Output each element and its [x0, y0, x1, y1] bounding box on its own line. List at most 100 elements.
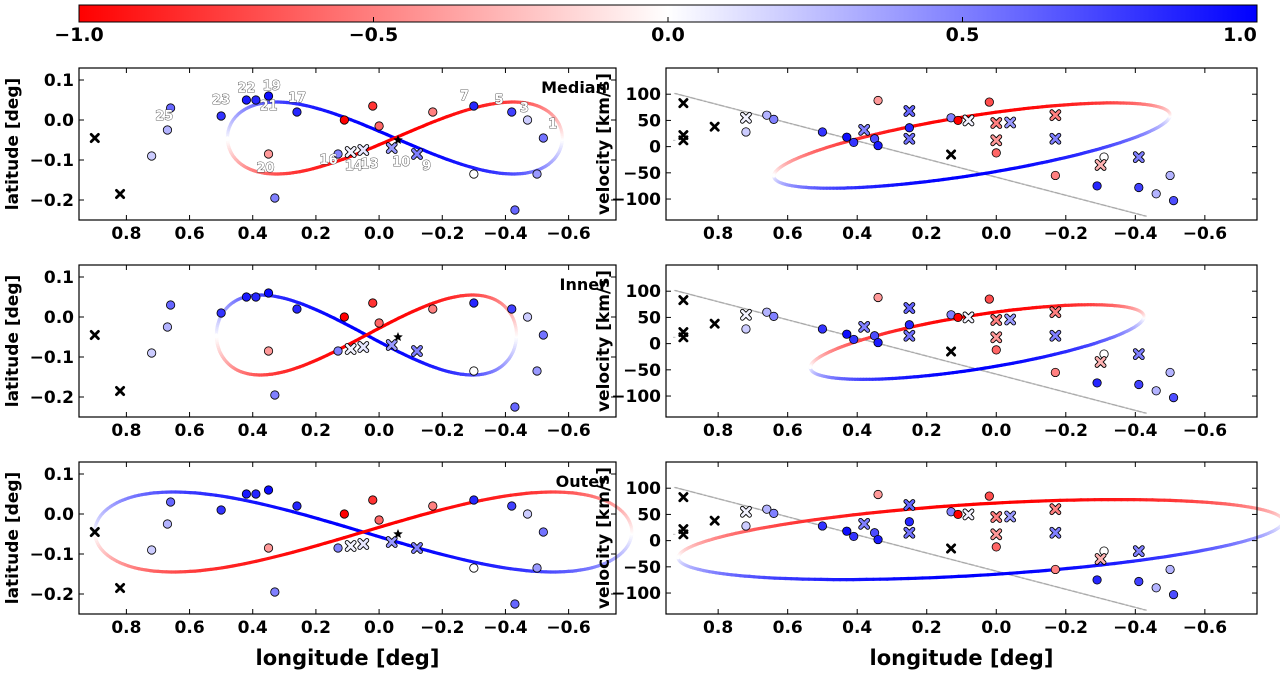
velocity-bg-mark: [743, 307, 746, 310]
velocity-bg-mark: [942, 359, 945, 361]
data-point: [263, 485, 274, 495]
velocity-bg-mark: [1129, 211, 1132, 213]
velocity-bg-mark: [1138, 411, 1142, 413]
velocity-bg-mark: [901, 152, 905, 154]
velocity-bg-mark: [939, 556, 943, 558]
velocity-bg-mark: [1028, 579, 1031, 581]
data-point: [374, 121, 384, 131]
velocity-bg-mark: [871, 144, 874, 146]
velocity-bg-mark: [1034, 186, 1037, 188]
velocity-bg-mark: [930, 159, 933, 161]
velocity-bg-mark: [791, 320, 794, 322]
data-point-cross: [904, 133, 915, 144]
data-point-cross: [411, 149, 422, 159]
velocity-bg-mark: [961, 364, 964, 367]
y-tick-label: −0.1: [30, 151, 74, 171]
data-point: [263, 346, 274, 356]
colorbar: −1.0 −0.5 0.0 0.5 1.0: [54, 4, 1258, 46]
data-point: [1168, 393, 1179, 403]
velocity-bg-mark: [1111, 601, 1115, 603]
velocity-bg-mark: [1103, 204, 1106, 206]
velocity-bg-mark: [893, 347, 896, 349]
velocity-bg-mark: [937, 358, 940, 360]
velocity-bg-mark: [754, 113, 757, 115]
data-point: [532, 169, 542, 179]
star-marker: [393, 332, 403, 341]
velocity-bg-mark: [1023, 380, 1026, 383]
velocity-bg-mark: [687, 96, 690, 98]
velocity-bg-mark: [1089, 398, 1093, 400]
velocity-bg-mark: [942, 162, 945, 164]
velocity-bg-mark: [972, 564, 975, 566]
velocity-bg-mark: [1092, 201, 1095, 204]
velocity-bg-mark: [833, 331, 836, 333]
y-tick-label: −50: [623, 361, 661, 381]
velocity-bg-mark: [987, 568, 991, 570]
data-point: [469, 366, 479, 376]
velocity-bg-mark: [1014, 575, 1018, 577]
y-tick-label: 0.1: [44, 71, 74, 91]
velocity-bg-mark: [1132, 409, 1135, 411]
point-annotation: 13: [361, 157, 379, 172]
velocity-bg-mark: [760, 312, 764, 314]
velocity-bg-mark: [1143, 609, 1146, 611]
plot-frame: [665, 264, 1258, 418]
velocity-bg-mark: [782, 515, 786, 517]
velocity-bg-mark: [676, 487, 679, 489]
velocity-bg-mark: [939, 359, 943, 361]
velocity-bg-mark: [871, 341, 874, 343]
velocity-bg-mark: [703, 297, 706, 299]
data-point: [241, 95, 252, 105]
velocity-bg-mark: [789, 517, 792, 519]
velocity-bg-mark: [714, 103, 717, 105]
velocity-bg-mark: [911, 548, 914, 550]
colorbar-tick-label: 1.0: [1223, 24, 1257, 46]
data-point: [1151, 583, 1161, 593]
data-point: [507, 304, 517, 314]
data-point-cross: [1133, 152, 1144, 163]
velocity-bg-mark: [1014, 378, 1018, 380]
velocity-bg-mark: [957, 363, 960, 365]
velocity-bg-mark: [1116, 405, 1119, 407]
point-annotation: 7: [460, 89, 469, 104]
velocity-bg-mark: [740, 504, 743, 506]
velocity-bg-mark: [908, 351, 911, 353]
velocity-bg-mark: [1080, 198, 1083, 200]
data-point: [769, 311, 779, 321]
velocity-bg-mark: [1032, 186, 1035, 188]
data-point: [374, 318, 384, 328]
velocity-bg-mark: [935, 161, 938, 163]
velocity-bg-mark: [1121, 209, 1124, 211]
data-point: [469, 563, 479, 573]
velocity-bg-mark: [1094, 202, 1097, 204]
x-tick-label: 0.6: [773, 224, 803, 244]
panel-lv-median: 0.8 0.6 0.4 0.2 0.0 −0.2 −0.4 −0.6 100 50 0 −50 −100…: [594, 67, 1258, 244]
data-point: [251, 292, 261, 302]
velocity-bg-mark: [793, 124, 797, 126]
data-point: [374, 515, 384, 525]
velocity-bg-mark: [1072, 393, 1075, 395]
velocity-bg-mark: [1125, 210, 1128, 212]
data-point-cross: [115, 189, 126, 199]
velocity-bg-mark: [926, 552, 929, 554]
velocity-bg-mark: [968, 563, 971, 565]
velocity-bg-mark: [681, 291, 685, 294]
velocity-bg-mark: [1132, 606, 1135, 608]
velocity-bg-mark: [912, 549, 916, 551]
data-point: [147, 151, 157, 161]
velocity-bg-mark: [743, 110, 746, 113]
y-axis-label: velocity [km/s]: [594, 467, 614, 609]
velocity-bg-mark: [1109, 403, 1112, 405]
velocity-bg-mark: [912, 352, 916, 354]
point-annotation: 5: [495, 93, 504, 108]
velocity-bg-mark: [924, 552, 927, 554]
velocity-bg-mark: [780, 120, 783, 122]
data-point: [1092, 575, 1102, 585]
velocity-bg-mark: [789, 123, 792, 125]
data-points: [89, 91, 548, 215]
velocity-bg-mark: [1050, 584, 1053, 587]
velocity-bg-mark: [743, 504, 746, 507]
velocity-background: [673, 486, 1147, 611]
velocity-bg-mark: [1094, 596, 1097, 598]
data-points: [678, 489, 1179, 600]
